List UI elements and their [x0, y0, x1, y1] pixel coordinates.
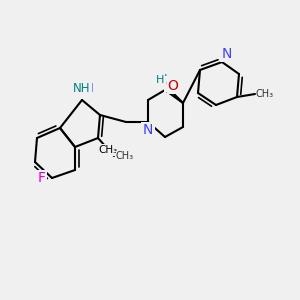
Text: NH: NH: [73, 82, 91, 94]
Text: F: F: [38, 171, 46, 185]
Text: N: N: [143, 123, 153, 137]
Text: O: O: [166, 77, 176, 91]
Text: CH₃: CH₃: [256, 89, 274, 99]
Text: N: N: [222, 47, 232, 61]
Text: H: H: [159, 74, 167, 84]
Text: CH₃: CH₃: [98, 145, 118, 155]
Text: NH: NH: [76, 82, 94, 94]
Text: O: O: [168, 79, 178, 93]
Text: H: H: [156, 75, 164, 85]
Text: CH₃: CH₃: [116, 151, 134, 161]
